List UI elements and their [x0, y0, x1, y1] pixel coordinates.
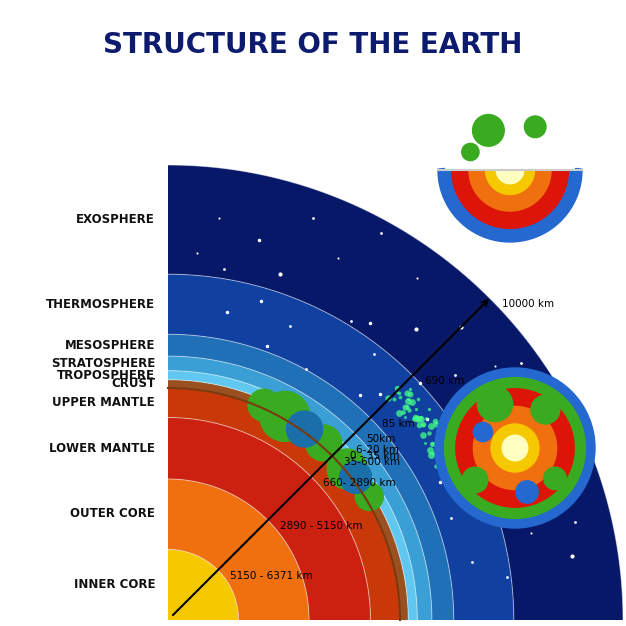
Circle shape [248, 389, 280, 421]
Circle shape [435, 368, 595, 528]
Text: OUTER CORE: OUTER CORE [70, 508, 155, 520]
Polygon shape [168, 380, 408, 620]
Circle shape [444, 377, 585, 518]
Circle shape [478, 386, 513, 421]
Polygon shape [168, 550, 239, 620]
Text: 50km: 50km [367, 434, 396, 444]
Text: 660- 2890 km: 660- 2890 km [323, 478, 396, 488]
Text: 690 km: 690 km [424, 376, 464, 386]
Text: LOWER MANTLE: LOWER MANTLE [49, 441, 155, 454]
Text: 6-20 km: 6-20 km [356, 444, 399, 454]
Polygon shape [168, 479, 309, 620]
Text: 10000 km: 10000 km [501, 299, 554, 309]
Polygon shape [168, 356, 432, 620]
Circle shape [356, 483, 383, 511]
Polygon shape [468, 170, 552, 212]
Text: 85 km: 85 km [382, 419, 415, 429]
Polygon shape [451, 170, 569, 229]
Circle shape [473, 115, 504, 146]
Circle shape [525, 116, 546, 138]
Polygon shape [168, 334, 454, 620]
Polygon shape [168, 165, 623, 620]
Polygon shape [496, 170, 525, 185]
Circle shape [502, 435, 528, 461]
Text: 0 - 35 km: 0 - 35 km [350, 451, 399, 461]
Text: EXOSPHERE: EXOSPHERE [76, 213, 155, 226]
Circle shape [305, 425, 342, 461]
Circle shape [544, 467, 566, 490]
Circle shape [287, 411, 322, 447]
Circle shape [473, 423, 493, 441]
Circle shape [260, 391, 310, 441]
Text: UPPER MANTLE: UPPER MANTLE [53, 396, 155, 409]
Circle shape [340, 461, 372, 493]
Circle shape [462, 143, 479, 161]
Text: MESOSPHERE: MESOSPHERE [64, 339, 155, 352]
Polygon shape [438, 170, 582, 242]
Text: 5150 - 6371 km: 5150 - 6371 km [230, 571, 312, 581]
Text: INNER CORE: INNER CORE [73, 578, 155, 591]
Text: TROPOSPHERE: TROPOSPHERE [57, 369, 155, 382]
Polygon shape [168, 274, 514, 620]
Circle shape [327, 449, 367, 489]
Text: CRUST: CRUST [111, 377, 155, 391]
Polygon shape [168, 418, 371, 620]
Text: 35-600 km: 35-600 km [344, 457, 400, 467]
Text: THERMOSPHERE: THERMOSPHERE [46, 298, 155, 310]
Circle shape [491, 424, 539, 472]
Polygon shape [168, 388, 400, 620]
Text: STRUCTURE OF THE EARTH: STRUCTURE OF THE EARTH [103, 31, 523, 59]
Circle shape [462, 467, 488, 493]
Text: STRATOSPHERE: STRATOSPHERE [51, 357, 155, 370]
Polygon shape [485, 170, 535, 195]
Circle shape [531, 395, 560, 424]
Circle shape [516, 481, 538, 503]
Circle shape [456, 389, 574, 507]
Circle shape [473, 406, 557, 490]
Text: 2890 - 5150 km: 2890 - 5150 km [280, 521, 362, 531]
Polygon shape [168, 371, 418, 620]
